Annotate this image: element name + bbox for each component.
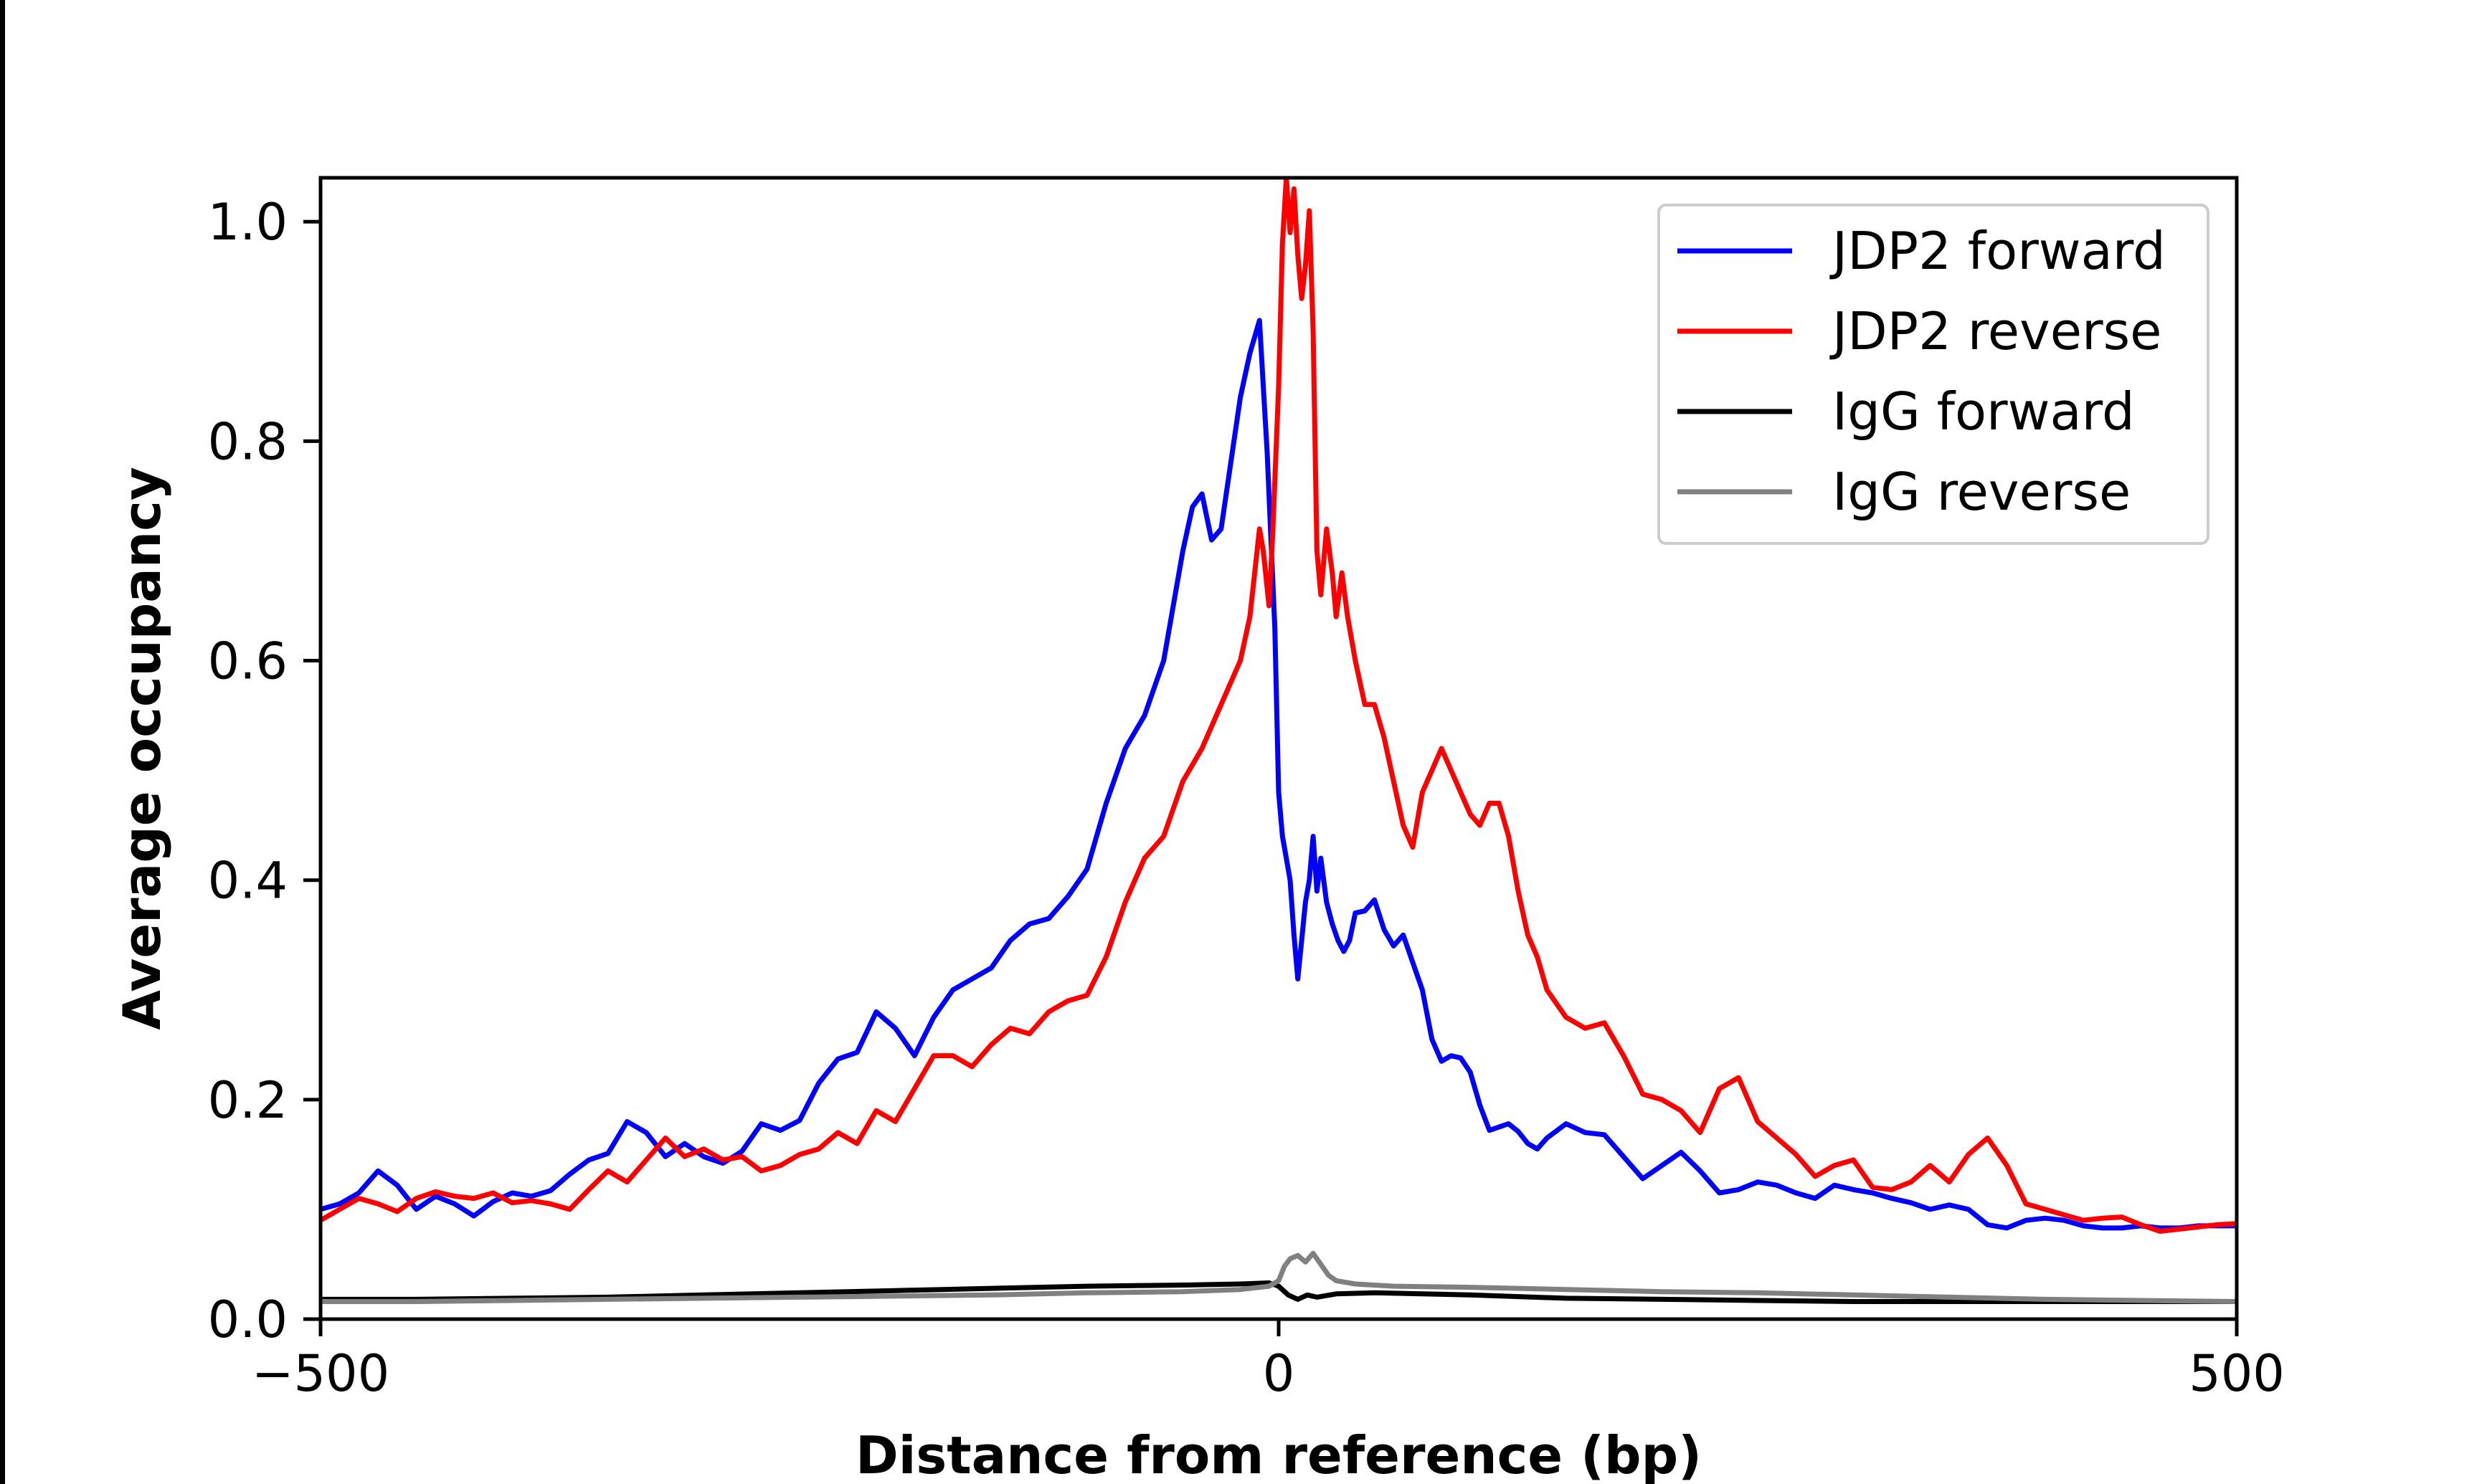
series-line-igg-forward bbox=[321, 1280, 2237, 1304]
legend-label: IgG reverse bbox=[1832, 462, 2131, 522]
line-chart: −500 0 500 0.0 0.2 0.4 0.6 0.8 1.0 Distance from… bbox=[112, 176, 2285, 1484]
y-tick-label: 0.2 bbox=[208, 1071, 288, 1130]
y-tick-label: 0.6 bbox=[208, 632, 288, 691]
x-tick-label: 500 bbox=[2189, 1344, 2285, 1403]
legend-label: JDP2 forward bbox=[1829, 221, 2166, 281]
y-axis-label: Average occupancy bbox=[112, 467, 172, 1030]
ticks-layer: −500 0 500 0.0 0.2 0.4 0.6 0.8 1.0 bbox=[208, 193, 2285, 1403]
y-tick-label: 0.0 bbox=[208, 1290, 288, 1349]
series-line-igg-reverse bbox=[321, 1250, 2237, 1304]
series-layer bbox=[321, 178, 2237, 1304]
x-tick-label: −500 bbox=[252, 1344, 389, 1403]
y-tick-label: 0.8 bbox=[208, 412, 288, 471]
x-tick-label: 0 bbox=[1263, 1344, 1295, 1403]
legend: JDP2 forward JDP2 reverse IgG forward IgG r… bbox=[1657, 204, 2209, 545]
legend-label: JDP2 reverse bbox=[1829, 301, 2161, 361]
legend-label: IgG forward bbox=[1832, 381, 2135, 442]
series-line-jdp2-reverse bbox=[321, 178, 2237, 1234]
legend-box bbox=[1657, 204, 2209, 545]
series-line-jdp2-forward bbox=[321, 318, 2237, 1231]
y-tick-label: 0.4 bbox=[208, 852, 288, 910]
x-axis-label: Distance from reference (bp) bbox=[856, 1425, 1702, 1484]
y-tick-label: 1.0 bbox=[208, 193, 288, 252]
